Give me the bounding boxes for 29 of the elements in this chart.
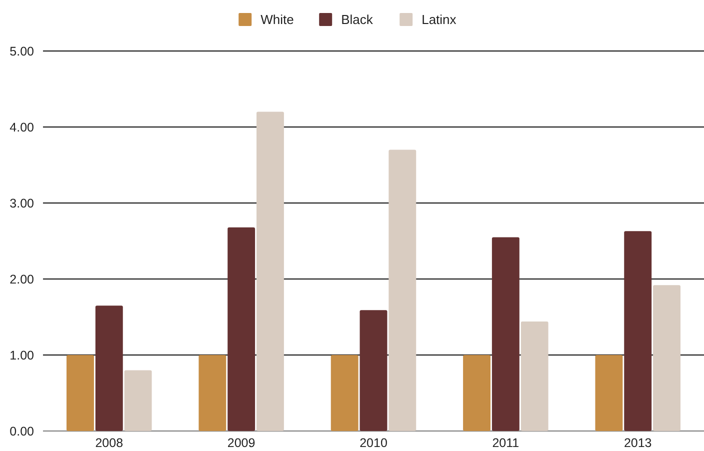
y-tick-label: 4.00 [10, 120, 34, 134]
y-tick-label: 0.00 [10, 424, 34, 438]
bar [595, 355, 623, 431]
bar [463, 355, 490, 431]
x-tick-label: 2009 [227, 436, 256, 450]
bar [124, 370, 152, 431]
legend-label: White [260, 12, 294, 28]
bar [653, 285, 680, 431]
y-tick-label: 5.00 [10, 44, 34, 58]
bar [360, 310, 388, 431]
x-tick-label: 2008 [95, 436, 124, 450]
bar [330, 355, 358, 431]
bar [492, 237, 520, 431]
bar [520, 322, 548, 431]
legend-label: Latinx [422, 12, 457, 28]
bar [256, 112, 284, 431]
y-tick-label: 1.00 [10, 348, 34, 362]
bar [228, 227, 256, 431]
y-tick-label: 2.00 [10, 272, 34, 286]
bar [198, 355, 226, 431]
x-tick-label: 2010 [360, 436, 388, 450]
bar [95, 306, 123, 431]
y-tick-label: 3.00 [10, 196, 34, 210]
bar [388, 150, 416, 431]
x-tick-label: 2011 [492, 436, 520, 450]
bar [66, 355, 94, 431]
legend-label: Black [341, 12, 374, 28]
bar [624, 231, 652, 431]
x-tick-label: 2013 [624, 436, 652, 450]
